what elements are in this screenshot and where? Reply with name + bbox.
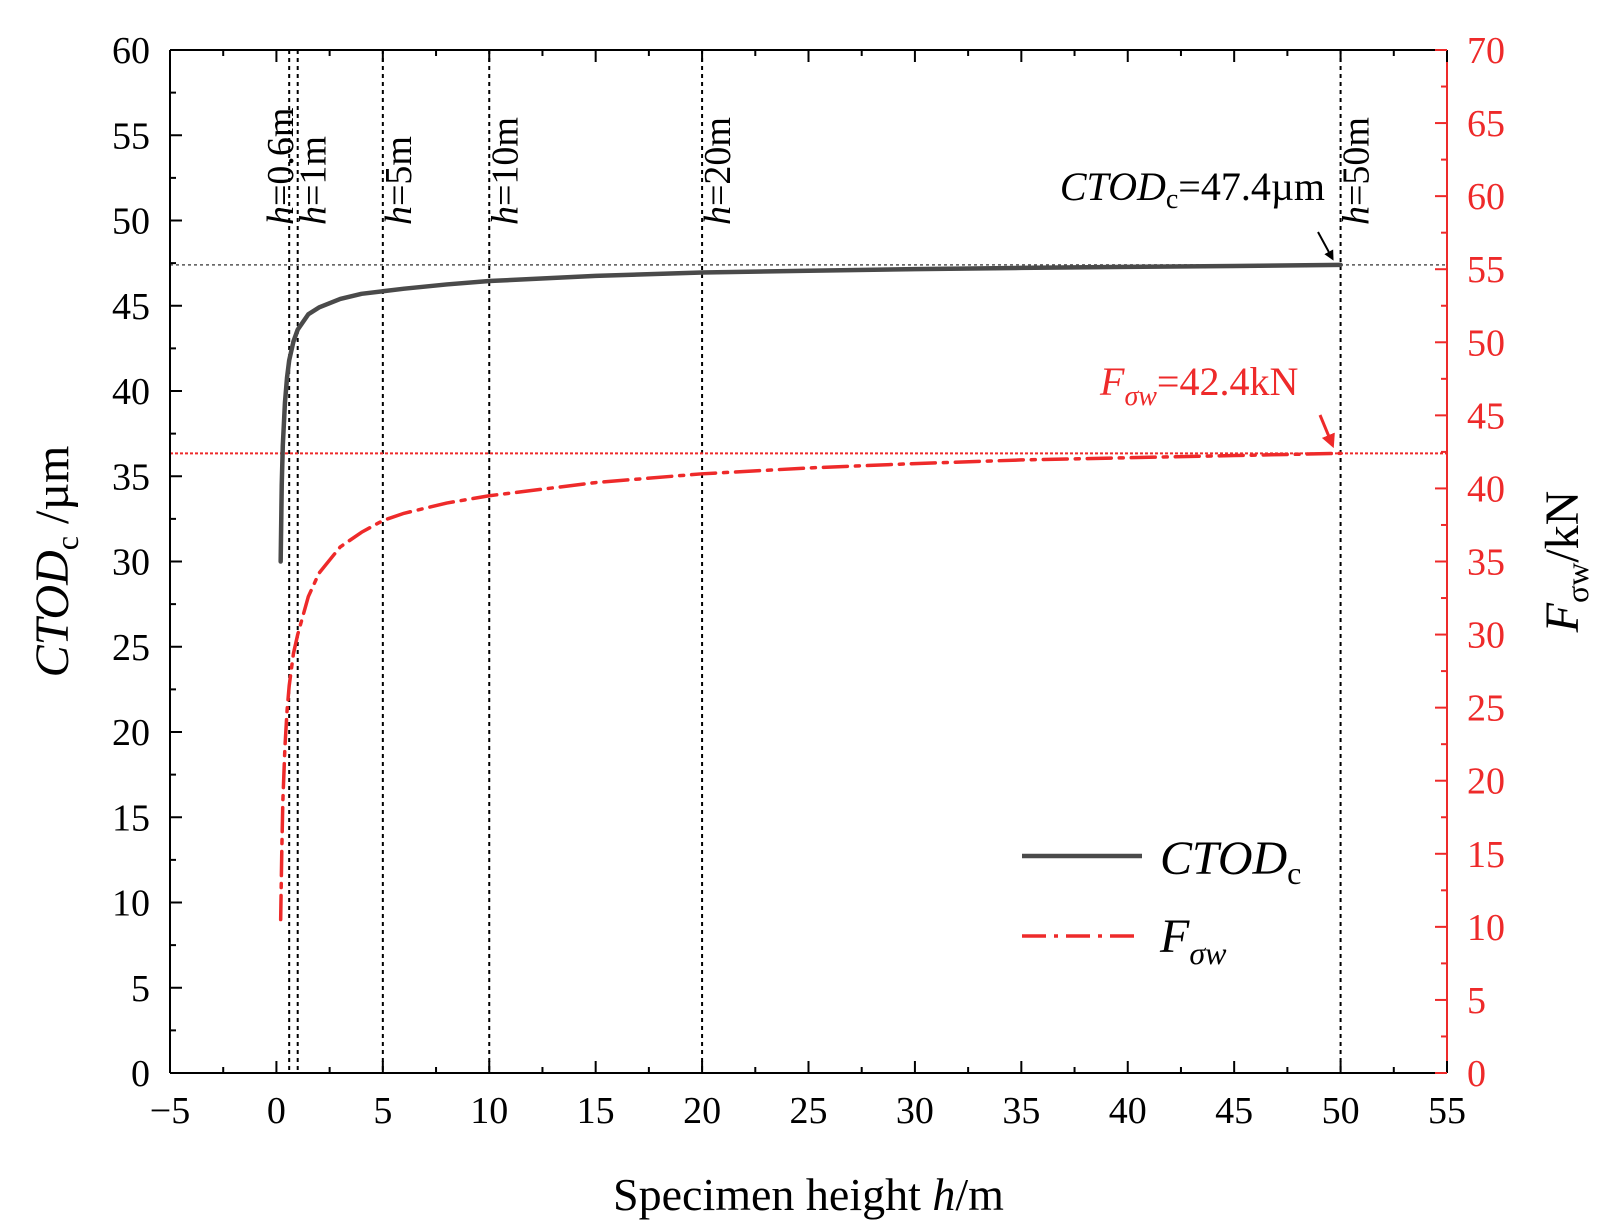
y-right-tick-label-5: 25 xyxy=(1467,688,1505,730)
y-right-tick-label-13: 65 xyxy=(1467,103,1505,145)
y-left-tick-label-11: 55 xyxy=(112,115,150,157)
y-left-tick-label-5: 25 xyxy=(112,627,150,669)
y-left-axis-title: CTODc /µm xyxy=(26,446,85,678)
legend-label-force: Fσw xyxy=(1159,910,1227,971)
vline-label-1: h=1m xyxy=(293,136,335,225)
y-right-tick-label-2: 10 xyxy=(1467,907,1505,949)
x-tick-label-8: 35 xyxy=(1002,1090,1040,1132)
annotation-force-arrow xyxy=(1318,414,1335,449)
annotation-ctod-arrow xyxy=(1317,231,1334,261)
y-left-tick-label-1: 5 xyxy=(131,968,150,1010)
y-left-tick-label-10: 50 xyxy=(112,201,150,243)
y-right-tick-label-6: 30 xyxy=(1467,615,1505,657)
y-right-tick-label-3: 15 xyxy=(1467,834,1505,876)
y-left-tick-label-2: 10 xyxy=(112,883,150,925)
annotation-ctod: CTODc=47.4µm xyxy=(1060,164,1325,215)
x-tick-label-12: 55 xyxy=(1428,1090,1466,1132)
vline-label-5: h=50m xyxy=(1336,117,1378,225)
vline-label-3: h=10m xyxy=(484,117,526,225)
y-left-tick-label-6: 30 xyxy=(112,542,150,584)
vline-label-4: h=20m xyxy=(697,117,739,225)
x-tick-label-6: 25 xyxy=(790,1090,828,1132)
y-left-tick-label-4: 20 xyxy=(112,712,150,754)
series-line-0 xyxy=(278,262,1343,564)
y-left-tick-label-3: 15 xyxy=(112,797,150,839)
x-tick-label-9: 40 xyxy=(1109,1090,1147,1132)
y-left-tick-label-0: 0 xyxy=(131,1053,150,1095)
x-tick-label-7: 30 xyxy=(896,1090,934,1132)
series-line-1 xyxy=(278,451,1343,922)
x-tick-label-1: 0 xyxy=(267,1090,286,1132)
y-right-tick-label-8: 40 xyxy=(1467,468,1505,510)
x-tick-label-10: 45 xyxy=(1215,1090,1253,1132)
y-right-tick-label-4: 20 xyxy=(1467,761,1505,803)
y-right-tick-label-0: 0 xyxy=(1467,1053,1486,1095)
y-right-tick-label-11: 55 xyxy=(1467,249,1505,291)
vline-label-0: h=0.6m xyxy=(260,108,302,226)
x-tick-label-2: 5 xyxy=(373,1090,392,1132)
y-left-tick-label-12: 60 xyxy=(112,30,150,72)
y-right-tick-label-14: 70 xyxy=(1467,30,1505,72)
x-axis-title: Specimen height h/m xyxy=(613,1169,1004,1220)
annotation-force: Fσw=42.4kN xyxy=(1099,359,1298,412)
y-left-tick-label-9: 45 xyxy=(112,286,150,328)
y-left-tick-label-7: 35 xyxy=(112,456,150,498)
y-right-tick-label-12: 60 xyxy=(1467,176,1505,218)
y-right-tick-label-10: 50 xyxy=(1467,322,1505,364)
x-tick-label-5: 20 xyxy=(683,1090,721,1132)
y-right-axis-title: Fσw/kN xyxy=(1536,491,1595,634)
legend-label-ctod: CTODc xyxy=(1160,832,1301,891)
vline-label-2: h=5m xyxy=(378,136,420,225)
y-right-tick-label-7: 35 xyxy=(1467,542,1505,584)
x-tick-label-11: 50 xyxy=(1322,1090,1360,1132)
y-right-tick-label-1: 5 xyxy=(1467,980,1486,1022)
x-tick-label-4: 15 xyxy=(577,1090,615,1132)
y-right-tick-label-9: 45 xyxy=(1467,395,1505,437)
x-tick-label-3: 10 xyxy=(470,1090,508,1132)
y-left-tick-label-8: 40 xyxy=(112,371,150,413)
x-tick-label-0: −5 xyxy=(150,1090,190,1132)
